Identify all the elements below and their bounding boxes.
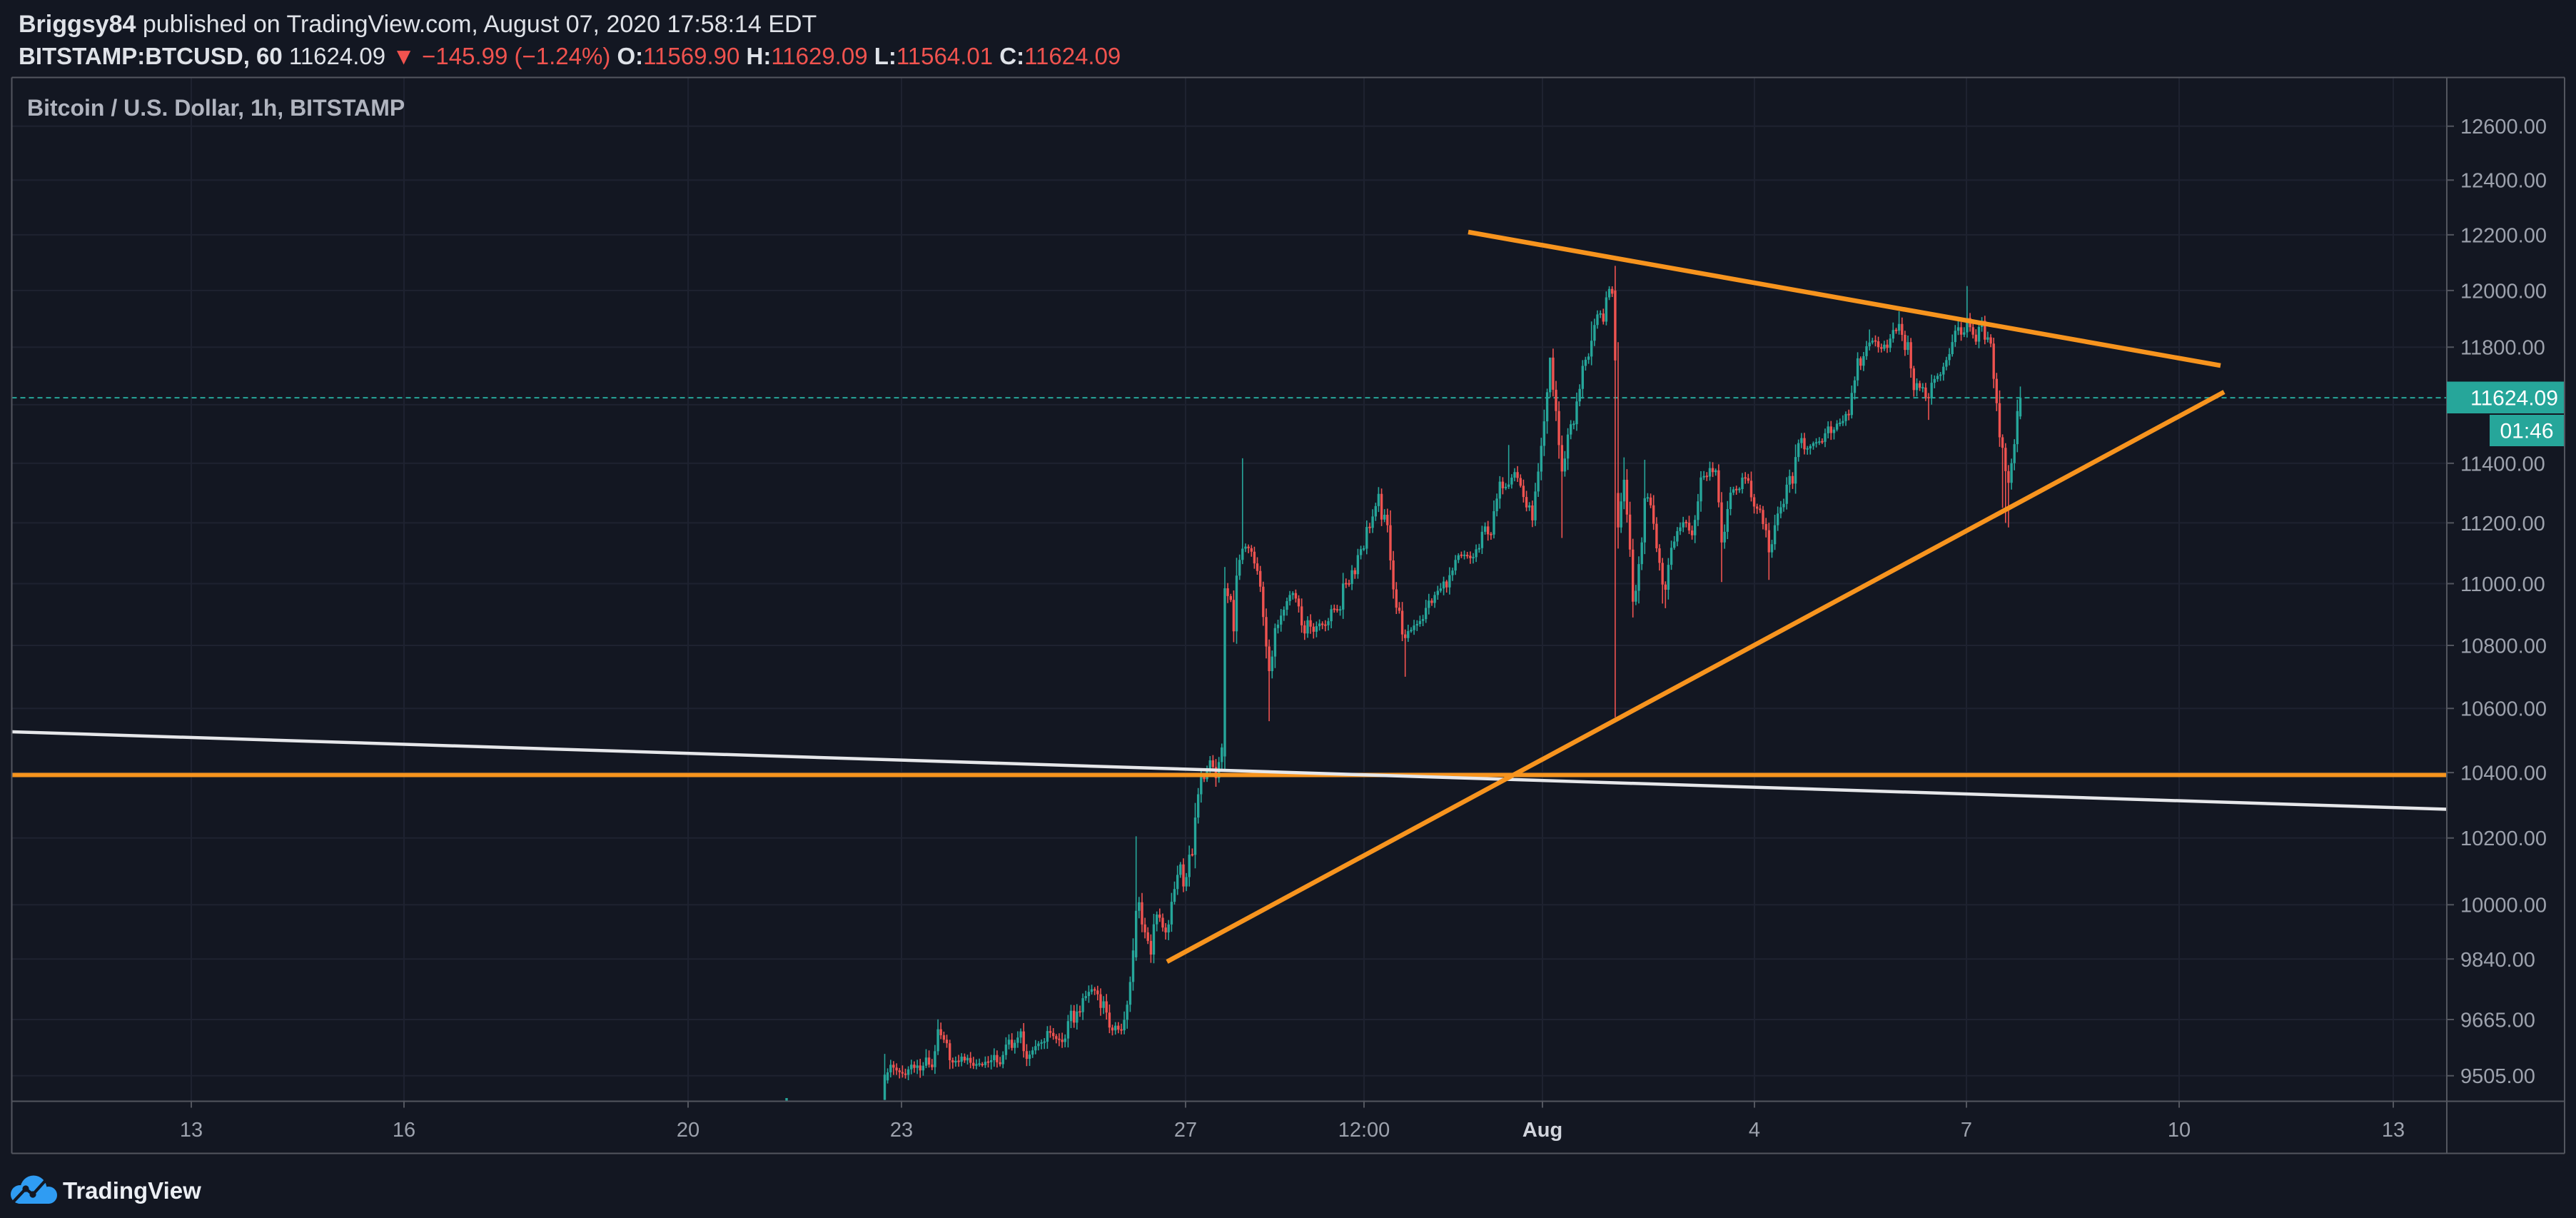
svg-text:Aug: Aug [1522, 1119, 1562, 1142]
svg-text:9840.00: 9840.00 [2460, 949, 2535, 972]
svg-text:Briggsy84 published on Trading: Briggsy84 published on TradingView.com, … [19, 11, 817, 38]
svg-text:11200.00: 11200.00 [2460, 513, 2545, 535]
svg-text:12600.00: 12600.00 [2460, 116, 2547, 139]
svg-text:12400.00: 12400.00 [2460, 170, 2547, 193]
svg-text:10000.00: 10000.00 [2460, 895, 2547, 917]
svg-text:16: 16 [393, 1119, 415, 1142]
svg-text:20: 20 [677, 1119, 699, 1142]
svg-text:23: 23 [890, 1119, 913, 1142]
svg-text:11400.00: 11400.00 [2460, 453, 2545, 475]
svg-text:TradingView: TradingView [63, 1177, 201, 1204]
svg-text:27: 27 [1174, 1119, 1197, 1142]
svg-text:13: 13 [2382, 1119, 2405, 1142]
svg-text:11624.09: 11624.09 [2470, 387, 2558, 411]
svg-text:10600.00: 10600.00 [2460, 698, 2547, 721]
svg-text:4: 4 [1749, 1119, 1760, 1142]
svg-text:9505.00: 9505.00 [2460, 1065, 2535, 1088]
svg-text:12200.00: 12200.00 [2460, 224, 2547, 247]
svg-text:10800.00: 10800.00 [2460, 635, 2547, 658]
svg-text:01:46: 01:46 [2500, 420, 2553, 443]
svg-text:BITSTAMP:BTCUSD, 60 11624.09: BITSTAMP:BTCUSD, 60 11624.09 ▼ −145.99 (… [19, 43, 1121, 69]
svg-text:Bitcoin / U.S. Dollar, 1h, BIT: Bitcoin / U.S. Dollar, 1h, BITSTAMP [27, 95, 405, 121]
svg-text:7: 7 [1961, 1119, 1972, 1142]
svg-text:10: 10 [2168, 1119, 2191, 1142]
svg-text:10200.00: 10200.00 [2460, 827, 2547, 850]
svg-text:9665.00: 9665.00 [2460, 1010, 2535, 1032]
svg-text:11000.00: 11000.00 [2460, 573, 2545, 596]
svg-text:13: 13 [180, 1119, 203, 1142]
svg-text:11800.00: 11800.00 [2460, 337, 2545, 360]
svg-text:10400.00: 10400.00 [2460, 762, 2547, 785]
svg-text:12000.00: 12000.00 [2460, 280, 2547, 303]
svg-text:12:00: 12:00 [1338, 1119, 1390, 1142]
